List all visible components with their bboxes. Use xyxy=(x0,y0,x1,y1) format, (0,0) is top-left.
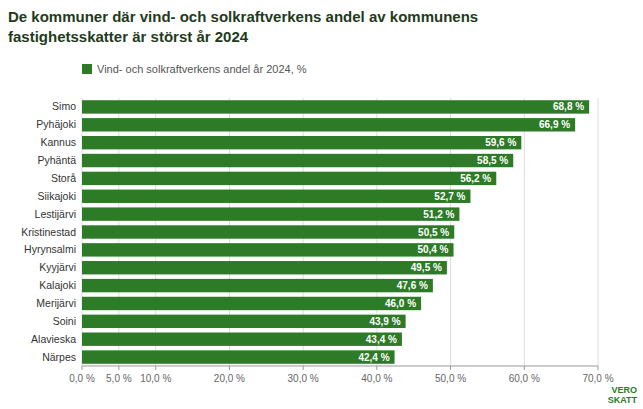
bar xyxy=(82,350,395,363)
tick-label: 0,0 % xyxy=(69,373,95,384)
data-label: 52,7 % xyxy=(434,191,465,202)
category-label: Alavieska xyxy=(31,333,76,345)
legend: Vind- och solkraftverkens andel år 2024,… xyxy=(82,63,307,75)
tick-mark xyxy=(229,366,230,370)
category-label: Kannus xyxy=(40,136,76,148)
bar xyxy=(82,279,433,292)
tick-label: 5,0 % xyxy=(106,373,132,384)
tick-label: 60,0 % xyxy=(509,373,540,384)
bar xyxy=(82,100,589,113)
data-label: 42,4 % xyxy=(358,352,389,363)
axis-line xyxy=(82,366,598,367)
data-label: 50,4 % xyxy=(417,244,448,255)
data-label: 43,4 % xyxy=(366,334,397,345)
legend-swatch xyxy=(82,64,92,74)
category-label: Närpes xyxy=(42,351,76,363)
chart: De kommuner där vind- och solkraftverken… xyxy=(0,0,643,409)
category-label: Pyhäntä xyxy=(37,154,76,166)
category-label: Hyrynsalmi xyxy=(24,243,76,255)
data-label: 47,6 % xyxy=(397,280,428,291)
tick-mark xyxy=(82,366,83,370)
tick-label: 10,0 % xyxy=(140,373,171,384)
y-axis: Närpes Alavieska Soini Merijärvi Kalajoki Kyy… xyxy=(21,100,76,362)
data-label: 46,0 % xyxy=(385,298,416,309)
data-label: 50,5 % xyxy=(418,227,449,238)
tick-mark xyxy=(155,366,156,370)
tick-label: 30,0 % xyxy=(288,373,319,384)
data-label: 43,9 % xyxy=(369,316,400,327)
category-label: Kyyjärvi xyxy=(39,261,76,273)
tick-mark xyxy=(450,366,451,370)
bar xyxy=(82,118,575,131)
tick-label: 40,0 % xyxy=(361,373,392,384)
data-label: 66,9 % xyxy=(539,119,570,130)
grid-line xyxy=(524,98,525,366)
title-line: De kommuner där vind- och solkraftverken… xyxy=(8,8,478,25)
data-label: 68,8 % xyxy=(553,101,584,112)
data-labels: 42,4 % 43,4 % 43,9 % 46,0 % 47,6 % 49,5 % 50,4… xyxy=(358,101,584,362)
tick-mark xyxy=(524,366,525,370)
tick-label: 70,0 % xyxy=(582,373,613,384)
bar xyxy=(82,190,470,203)
bar xyxy=(82,154,513,167)
legend-label: Vind- och solkraftverkens andel år 2024,… xyxy=(97,63,307,75)
bar xyxy=(82,297,421,310)
title: De kommuner där vind- och solkraftverken… xyxy=(8,8,478,45)
category-label: Simo xyxy=(52,100,76,112)
data-label: 49,5 % xyxy=(411,262,442,273)
bar xyxy=(82,136,521,149)
bar xyxy=(82,261,447,274)
bar xyxy=(82,207,459,220)
data-label: 59,6 % xyxy=(485,137,516,148)
grid-line xyxy=(598,98,599,366)
annotation-line: SKATT xyxy=(608,395,638,405)
title-line: fastighetsskatter är störst år 2024 xyxy=(8,28,249,45)
annotation-line: VERO xyxy=(611,385,637,395)
bars xyxy=(82,100,589,364)
bar xyxy=(82,315,406,328)
bar xyxy=(82,172,496,185)
category-label: Kalajoki xyxy=(39,279,76,291)
tick-mark xyxy=(303,366,304,370)
category-label: Lestijärvi xyxy=(35,208,76,220)
data-label: 58,5 % xyxy=(477,155,508,166)
category-label: Siikajoki xyxy=(37,190,76,202)
bar xyxy=(82,333,402,346)
bar xyxy=(82,225,454,238)
category-label: Pyhäjoki xyxy=(36,118,76,130)
annotation: VEROSKATT xyxy=(608,385,638,405)
tick-mark xyxy=(376,366,377,370)
bar xyxy=(82,243,454,256)
data-label: 51,2 % xyxy=(423,209,454,220)
category-label: Storå xyxy=(51,172,76,184)
category-label: Merijärvi xyxy=(36,297,76,309)
tick-label: 50,0 % xyxy=(435,373,466,384)
x-axis: 0,0 % 5,0 % 10,0 % 20,0 % 30,0 % 40,0 % 50,0 %… xyxy=(69,366,613,384)
grid xyxy=(82,98,598,366)
tick-mark xyxy=(118,366,119,370)
category-label: Soini xyxy=(53,315,76,327)
tick-mark xyxy=(598,366,599,370)
data-label: 56,2 % xyxy=(460,173,491,184)
tick-label: 20,0 % xyxy=(214,373,245,384)
category-label: Kristinestad xyxy=(21,226,76,238)
